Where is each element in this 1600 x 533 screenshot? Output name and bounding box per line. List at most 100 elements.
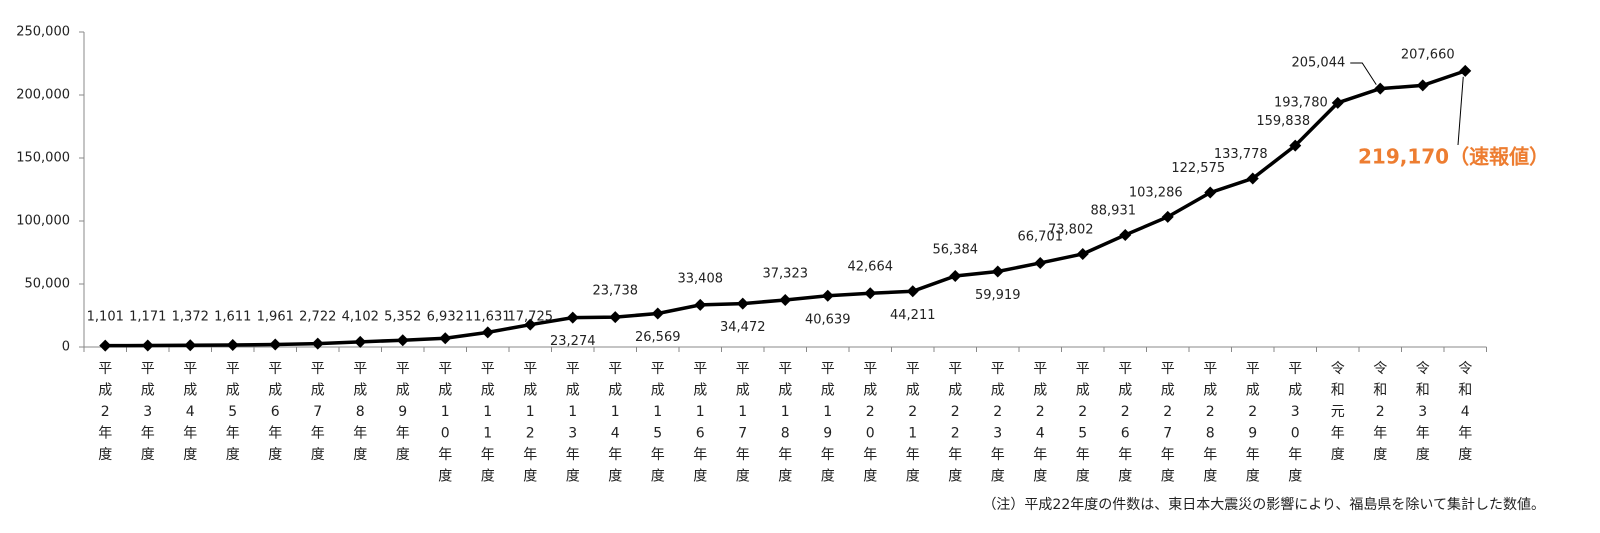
x-tick-label: 平成 2 5 年度	[1076, 361, 1090, 485]
data-label: 59,919	[975, 288, 1021, 303]
y-tick-label: 250,000	[16, 25, 70, 40]
data-label: 26,569	[635, 330, 681, 345]
marker	[481, 326, 494, 339]
data-label: 11,631	[465, 310, 511, 325]
x-tick-label: 平成 1 3 年度	[566, 361, 580, 485]
marker	[1161, 210, 1174, 223]
x-tick-label: 平成 2 年度	[98, 361, 112, 463]
data-label: 44,211	[890, 308, 936, 323]
data-label: 88,931	[1091, 203, 1137, 218]
x-tick-label: 平成 1 0 年度	[438, 361, 452, 485]
marker	[1076, 248, 1089, 261]
x-tick-label: 平成 2 4 年度	[1033, 361, 1047, 485]
x-tick-label: 令和元年度	[1331, 361, 1345, 463]
y-tick-label: 200,000	[16, 88, 70, 103]
marker	[609, 311, 622, 324]
leader-line	[1350, 62, 1377, 85]
data-label: 42,664	[848, 260, 894, 275]
x-tick-label: 平成 3 年度	[141, 361, 155, 463]
marker	[354, 335, 367, 348]
marker	[949, 269, 962, 282]
x-tick-label: 平成 6 年度	[268, 361, 282, 463]
x-tick-label: 平成 2 2 年度	[948, 361, 962, 485]
marker	[1416, 79, 1429, 92]
data-label: 1,101	[87, 310, 124, 325]
x-tick-label: 平成 1 9 年度	[821, 361, 835, 485]
marker	[694, 298, 707, 311]
data-label: 34,472	[720, 320, 766, 335]
marker	[1459, 64, 1472, 77]
x-tick-label: 令和 3 年度	[1416, 361, 1430, 463]
data-label: 23,738	[593, 284, 639, 299]
data-label: 66,701	[1018, 229, 1064, 244]
marker	[99, 339, 112, 352]
x-tick-label: 平成 9 年度	[396, 361, 410, 463]
marker	[226, 338, 239, 351]
data-label: 193,780	[1274, 95, 1328, 110]
marker	[141, 339, 154, 352]
marker	[566, 311, 579, 324]
marker	[311, 337, 324, 350]
marker	[991, 265, 1004, 278]
data-label: 122,575	[1171, 161, 1225, 176]
x-tick-label: 平成 2 6 年度	[1118, 361, 1132, 485]
data-label: 56,384	[933, 242, 979, 257]
y-tick-label: 150,000	[16, 151, 70, 166]
x-tick-label: 平成 2 9 年度	[1246, 361, 1260, 485]
data-label: 4,102	[342, 310, 379, 325]
x-tick-label: 平成 1 1 年度	[481, 361, 495, 485]
marker	[1331, 96, 1344, 109]
marker	[524, 318, 537, 331]
x-tick-label: 平成 1 8 年度	[778, 361, 792, 485]
data-label: 40,639	[805, 312, 851, 327]
data-label: 205,044	[1291, 56, 1345, 71]
data-label: 207,660	[1401, 48, 1455, 63]
x-tick-label: 平成 2 1 年度	[906, 361, 920, 485]
marker	[651, 307, 664, 320]
data-label: 219,170（速報値）	[1358, 145, 1549, 169]
marker	[396, 334, 409, 347]
marker	[1289, 139, 1302, 152]
data-label: 5,352	[384, 310, 421, 325]
data-label: 37,323	[763, 266, 809, 281]
data-label: 6,932	[427, 310, 464, 325]
marker	[736, 297, 749, 310]
x-tick-label: 平成 4 年度	[183, 361, 197, 463]
x-tick-label: 平成 1 6 年度	[693, 361, 707, 485]
x-tick-label: 平成 2 0 年度	[863, 361, 877, 485]
data-label: 1,611	[214, 310, 251, 325]
y-tick-label: 100,000	[16, 214, 70, 229]
x-tick-label: 平成 1 5 年度	[651, 361, 665, 485]
x-tick-label: 令和 4 年度	[1458, 361, 1472, 463]
data-label: 23,274	[550, 334, 596, 349]
x-tick-label: 平成 2 7 年度	[1161, 361, 1175, 485]
x-tick-label: 平成 7 年度	[311, 361, 325, 463]
data-label: 2,722	[299, 310, 336, 325]
marker	[439, 332, 452, 345]
marker	[184, 339, 197, 352]
x-tick-label: 平成 2 3 年度	[991, 361, 1005, 485]
marker	[1034, 256, 1047, 269]
footnote: （注）平成22年度の件数は、東日本大震災の影響により、福島県を除いて集計した数値…	[982, 496, 1545, 513]
x-tick-label: 平成 3 0 年度	[1288, 361, 1302, 485]
marker	[1246, 172, 1259, 185]
marker	[1119, 228, 1132, 241]
marker	[864, 287, 877, 300]
data-label: 73,802	[1048, 223, 1094, 238]
data-label: 133,778	[1214, 147, 1268, 162]
x-tick-label: 平成 1 4 年度	[608, 361, 622, 485]
x-tick-label: 平成 1 7 年度	[736, 361, 750, 485]
data-label: 33,408	[678, 271, 724, 286]
marker	[269, 338, 282, 351]
y-tick-label: 0	[62, 340, 70, 355]
marker	[1374, 82, 1387, 95]
x-tick-label: 平成 2 8 年度	[1203, 361, 1217, 485]
x-tick-label: 平成 8 年度	[353, 361, 367, 463]
marker	[906, 285, 919, 298]
marker	[821, 289, 834, 302]
x-tick-label: 令和 2 年度	[1373, 361, 1387, 463]
x-tick-label: 平成 1 2 年度	[523, 361, 537, 485]
data-label: 103,286	[1129, 185, 1183, 200]
data-label: 159,838	[1256, 114, 1310, 129]
